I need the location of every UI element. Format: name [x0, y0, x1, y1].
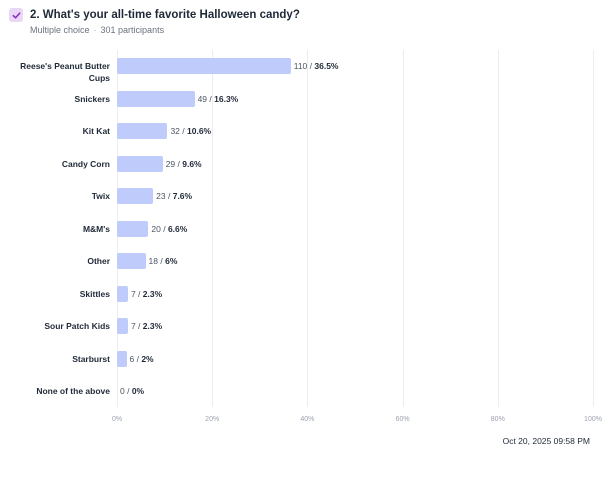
grid-line — [307, 50, 309, 407]
value-label: 0 / 0% — [120, 386, 145, 396]
category-label: Twix — [91, 191, 110, 201]
category-label: Snickers — [74, 93, 110, 104]
question-meta: Multiple choice · 301 participants — [30, 25, 164, 35]
category-label: Starburst — [72, 353, 110, 364]
value-label: 7 / 2.3% — [130, 288, 163, 299]
grid-line — [212, 50, 214, 407]
x-tick-label: 60% — [395, 416, 410, 423]
bar[interactable] — [117, 123, 168, 139]
x-tick-label: 80% — [490, 416, 505, 423]
category-label: Skittles — [79, 288, 110, 299]
bar[interactable] — [117, 285, 128, 302]
category-label: Reese's Peanut Butter Cups — [20, 61, 110, 83]
value-label: 23 / 7.6% — [156, 191, 193, 201]
bar[interactable] — [117, 220, 149, 237]
x-tick-label: 40% — [300, 416, 315, 423]
bar[interactable] — [117, 155, 163, 172]
timestamp: Oct 20, 2025 09:58 PM — [502, 436, 590, 446]
bar[interactable] — [117, 58, 291, 74]
value-label: 6 / 2% — [129, 353, 154, 364]
category-label: None of the above — [36, 386, 110, 396]
category-label: M&M's — [82, 223, 110, 234]
category-label: Sour Patch Kids — [44, 321, 110, 331]
bar[interactable] — [117, 350, 127, 367]
value-label: 7 / 2.3% — [130, 321, 163, 331]
bar[interactable] — [117, 253, 146, 269]
bar[interactable] — [117, 90, 195, 107]
value-label: 29 / 9.6% — [165, 158, 202, 169]
value-label: 110 / 36.5% — [293, 61, 339, 71]
value-label: 32 / 10.6% — [170, 126, 212, 136]
category-label: Candy Corn — [61, 158, 110, 169]
grid-line — [402, 50, 404, 407]
x-tick-label: 0% — [111, 416, 123, 423]
value-label: 49 / 16.3% — [197, 93, 239, 104]
value-label: 18 / 6% — [148, 256, 178, 266]
grid-line — [497, 50, 499, 407]
x-tick-label: 100% — [584, 416, 602, 423]
participant-count: 301 participants — [100, 25, 165, 35]
bar-chart: Reese's Peanut Butter Cups 110 / 36.5% Sni… — [20, 50, 594, 407]
bar[interactable] — [117, 188, 154, 204]
bar[interactable] — [117, 318, 128, 334]
checkbox-checked-icon[interactable] — [9, 8, 23, 22]
category-label: Other — [87, 256, 110, 266]
value-label: 20 / 6.6% — [151, 223, 188, 234]
question-type: Multiple choice — [30, 25, 90, 35]
x-tick-label: 20% — [205, 416, 220, 423]
grid-line — [593, 50, 594, 407]
meta-separator: · — [93, 25, 97, 35]
category-label: Kit Kat — [82, 126, 110, 136]
question-title: 2. What's your all-time favorite Hallowe… — [30, 9, 300, 21]
